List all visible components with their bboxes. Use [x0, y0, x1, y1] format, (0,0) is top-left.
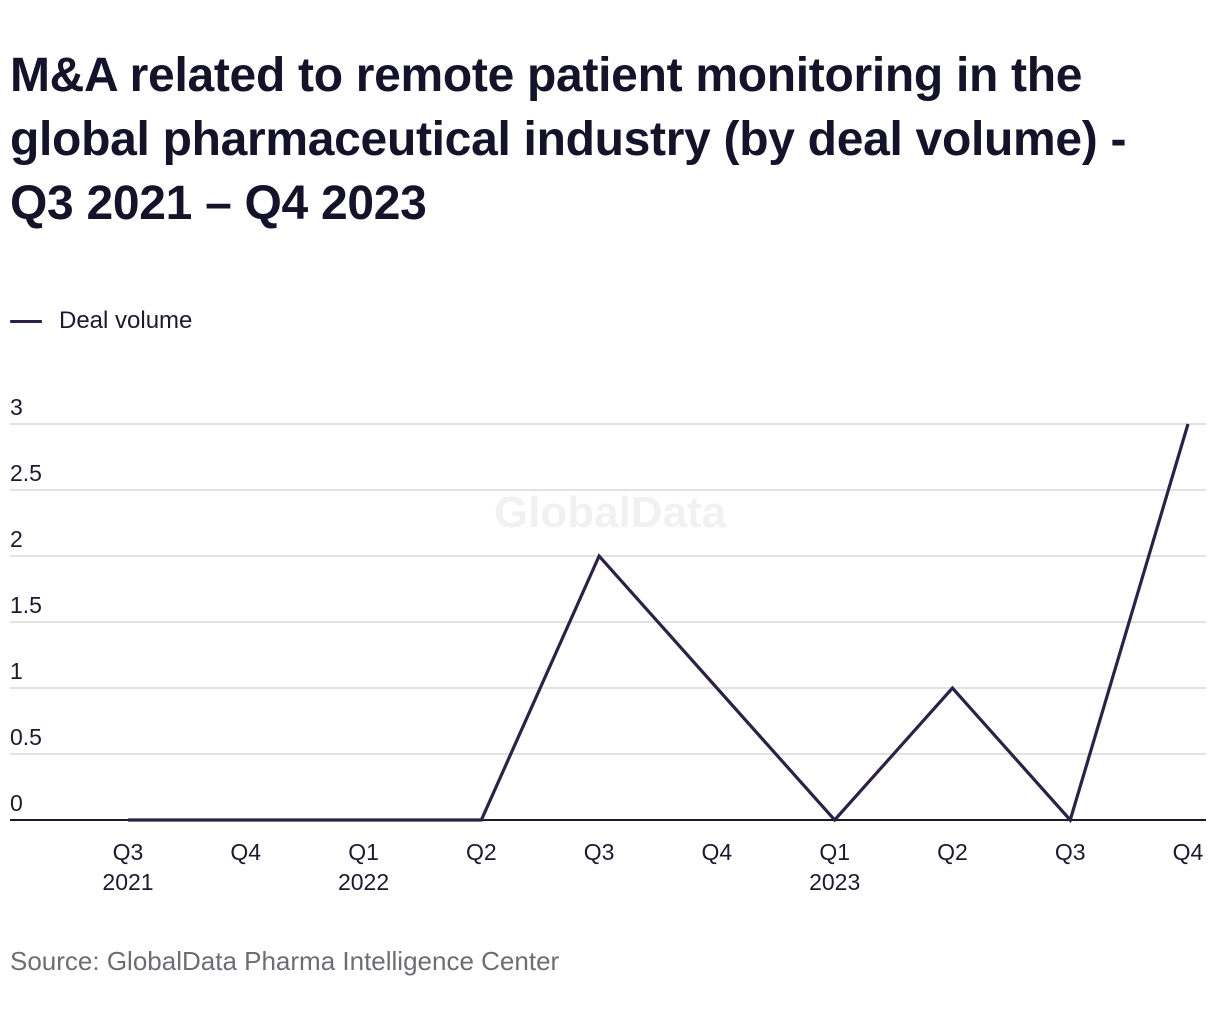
y-tick-label: 2.5 — [10, 460, 42, 486]
x-tick-label: Q4 — [1173, 839, 1204, 865]
chart-legend: Deal volume — [10, 306, 192, 336]
y-tick-label: 0 — [10, 790, 23, 816]
x-tick-label: Q3 2021 — [102, 839, 153, 895]
x-axis-ticks: Q3 2021 Q4 Q1 2022 Q2 Q3 Q4 Q1 2023 Q2 Q3 Q4 — [102, 839, 1203, 895]
y-axis-ticks: 0 0.5 1 1.5 2 2.5 3 — [10, 394, 42, 816]
y-tick-label: 1.5 — [10, 592, 42, 618]
x-tick-label: Q4 — [230, 839, 261, 865]
watermark-text: GlobalData — [494, 488, 727, 537]
legend-label-deal-volume: Deal volume — [59, 307, 193, 334]
x-tick-label: Q2 — [466, 839, 497, 865]
y-tick-label: 3 — [10, 394, 23, 420]
x-tick-label: Q3 — [584, 839, 615, 865]
y-tick-label: 1 — [10, 658, 23, 684]
legend-line-swatch — [10, 319, 42, 323]
x-tick-label: Q4 — [702, 839, 733, 865]
x-tick-label: Q2 — [937, 839, 968, 865]
gridlines — [10, 423, 1206, 821]
y-tick-label: 0.5 — [10, 724, 42, 750]
series-layer — [128, 423, 1190, 824]
y-tick-label: 2 — [10, 526, 23, 552]
source-note: Source: GlobalData Pharma Intelligence C… — [10, 946, 560, 976]
x-tick-label: Q1 2022 — [338, 839, 389, 895]
x-tick-label: Q1 2023 — [809, 839, 860, 895]
x-tick-label: Q3 — [1055, 839, 1086, 865]
chart-title: M&A related to remote patient monitoring… — [10, 49, 1127, 230]
series-line-deal-volume — [128, 423, 1190, 824]
